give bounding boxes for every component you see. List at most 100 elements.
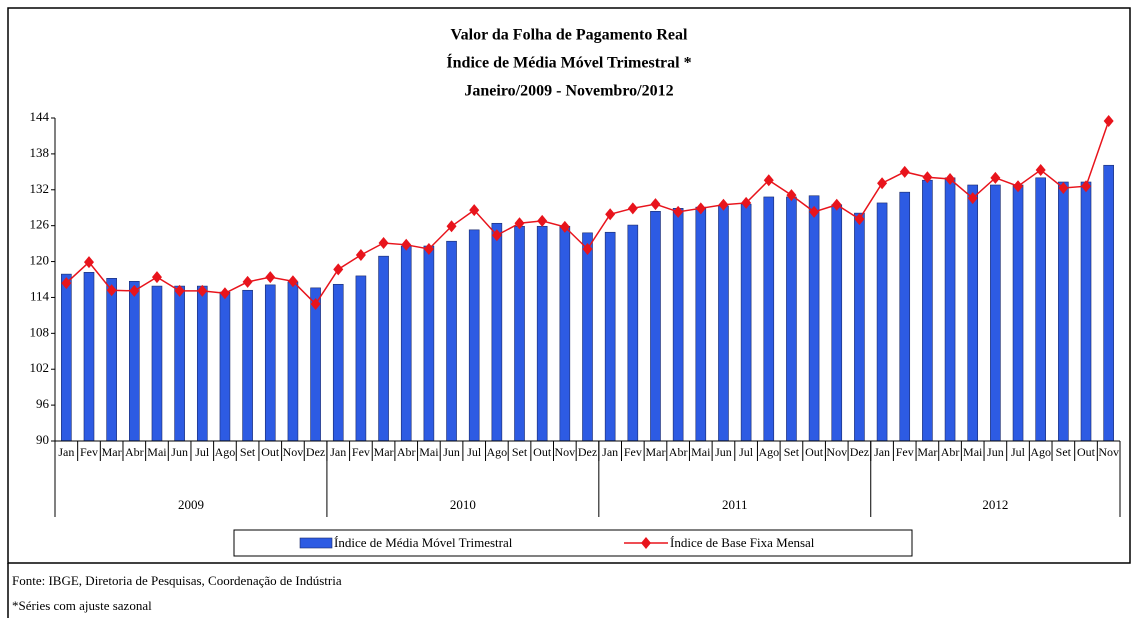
x-tick-label: Mar xyxy=(374,445,394,459)
marker xyxy=(106,284,117,297)
x-tick-label: Nov xyxy=(283,445,304,459)
marker xyxy=(310,298,321,311)
footnote: *Séries com ajuste sazonal xyxy=(12,598,152,613)
bar xyxy=(287,281,299,442)
marker xyxy=(559,220,570,233)
marker xyxy=(61,277,72,290)
bar xyxy=(1103,164,1114,442)
marker xyxy=(174,284,185,297)
x-tick-label: Jul xyxy=(467,445,482,459)
bar xyxy=(922,179,933,442)
x-tick-label: Dez xyxy=(850,445,869,459)
bar xyxy=(536,225,548,442)
x-tick-label: Ago xyxy=(1030,445,1051,459)
x-tick-label: Jul xyxy=(1011,445,1026,459)
marker xyxy=(695,202,706,215)
marker xyxy=(1103,114,1114,127)
bar xyxy=(514,225,525,442)
x-tick-label: Mar xyxy=(645,445,665,459)
bar xyxy=(695,206,707,442)
marker xyxy=(423,242,434,255)
marker xyxy=(287,275,298,288)
x-tick-label: Mai xyxy=(419,445,439,459)
marker xyxy=(582,242,593,255)
marker xyxy=(491,229,502,242)
bar xyxy=(174,285,185,442)
y-tick-label: 108 xyxy=(30,324,50,339)
x-tick-label: Set xyxy=(512,445,528,459)
year-label: 2011 xyxy=(722,497,748,512)
legend-label: Índice de Base Fixa Mensal xyxy=(670,535,815,550)
x-tick-label: Jun xyxy=(715,445,732,459)
x-tick-label: Jan xyxy=(602,445,618,459)
x-tick-label: Abr xyxy=(397,445,416,459)
bar xyxy=(468,229,480,442)
x-tick-label: Nov xyxy=(826,445,847,459)
chart-frame xyxy=(7,7,1131,564)
x-tick-label: Fev xyxy=(80,445,98,459)
x-tick-label: Fev xyxy=(896,445,914,459)
bar xyxy=(740,203,752,442)
marker xyxy=(831,198,842,211)
marker xyxy=(83,256,94,269)
marker xyxy=(1058,181,1069,194)
bar xyxy=(582,232,593,442)
x-tick-label: Jul xyxy=(739,445,754,459)
bar xyxy=(400,245,412,442)
marker xyxy=(627,202,638,215)
legend-swatch xyxy=(641,537,651,549)
marker xyxy=(469,204,480,217)
bar xyxy=(355,275,367,442)
bar xyxy=(151,285,163,442)
y-tick-label: 132 xyxy=(30,181,50,196)
marker xyxy=(378,237,389,250)
bar xyxy=(604,231,616,442)
bar xyxy=(718,205,729,442)
marker xyxy=(129,284,140,297)
bar xyxy=(61,273,72,442)
marker xyxy=(265,271,276,284)
marker xyxy=(990,171,1001,184)
marker xyxy=(219,287,230,300)
x-tick-label: Jan xyxy=(58,445,74,459)
marker xyxy=(741,196,752,209)
marker xyxy=(1013,180,1024,193)
marker xyxy=(197,284,208,297)
marker xyxy=(514,217,525,230)
x-tick-label: Jun xyxy=(987,445,1004,459)
y-tick-label: 120 xyxy=(30,253,50,268)
marker xyxy=(673,205,684,218)
x-tick-label: Set xyxy=(784,445,800,459)
x-tick-label: Jul xyxy=(195,445,210,459)
x-tick-label: Jan xyxy=(874,445,890,459)
bar xyxy=(559,225,571,442)
x-tick-label: Ago xyxy=(215,445,236,459)
x-tick-label: Fev xyxy=(624,445,642,459)
bar xyxy=(83,272,95,442)
marker xyxy=(1035,164,1046,177)
marker xyxy=(333,263,344,276)
y-tick-label: 114 xyxy=(30,288,50,303)
x-tick-label: Dez xyxy=(306,445,325,459)
bar xyxy=(423,245,435,442)
bar xyxy=(876,202,888,442)
x-tick-label: Mar xyxy=(102,445,122,459)
bar xyxy=(990,184,1001,442)
bar xyxy=(491,222,503,442)
year-label: 2012 xyxy=(982,497,1008,512)
x-tick-label: Abr xyxy=(941,445,960,459)
bar xyxy=(672,208,684,442)
x-tick-label: Abr xyxy=(669,445,688,459)
marker xyxy=(151,271,162,284)
bar xyxy=(650,211,661,442)
bar xyxy=(446,240,457,442)
x-tick-label: Mai xyxy=(147,445,167,459)
bar xyxy=(332,283,344,442)
bar xyxy=(786,196,797,442)
bar xyxy=(1058,181,1069,442)
marker xyxy=(401,238,412,251)
bar xyxy=(129,280,140,442)
marker xyxy=(1081,180,1092,193)
y-tick-label: 90 xyxy=(36,432,49,447)
